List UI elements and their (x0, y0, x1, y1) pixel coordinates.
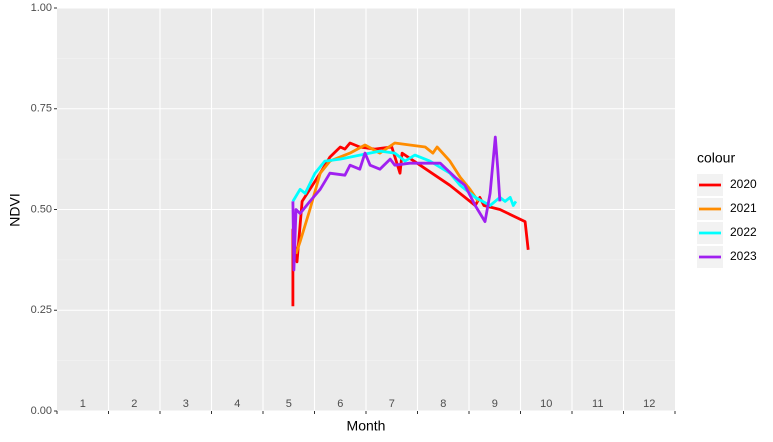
series-line (294, 141, 480, 255)
x-tick-label: 4 (234, 398, 240, 410)
x-tick-label: 12 (643, 398, 655, 410)
x-tick-label: 1 (80, 398, 86, 410)
x-tick-label: 10 (540, 398, 552, 410)
y-tick-label: 0.50 (31, 203, 52, 215)
x-tick-label: 7 (389, 398, 395, 410)
legend-label: 2020 (730, 177, 757, 191)
legend-label: 2022 (730, 225, 757, 239)
x-tick-label: 2 (131, 398, 137, 410)
legend-title: colour (697, 150, 735, 166)
y-tick-label: 0.75 (31, 103, 52, 115)
y-tick-label: 0.25 (31, 304, 52, 316)
x-tick-label: 11 (592, 398, 603, 410)
x-tick-label: 6 (337, 398, 343, 410)
x-tick-label: 5 (286, 398, 292, 410)
x-tick-label: 8 (440, 398, 446, 410)
y-axis-title: NDVI (7, 193, 23, 226)
y-tick-label: 1.00 (31, 2, 52, 14)
legend-label: 2023 (730, 249, 757, 263)
series-line (291, 149, 518, 207)
x-axis-title: Month (347, 418, 386, 434)
x-tick-label: 3 (183, 398, 189, 410)
legend-label: 2021 (730, 201, 757, 215)
x-tick-label: 9 (492, 398, 498, 410)
y-tick-label: 0.00 (31, 405, 52, 417)
series-line (291, 135, 502, 272)
